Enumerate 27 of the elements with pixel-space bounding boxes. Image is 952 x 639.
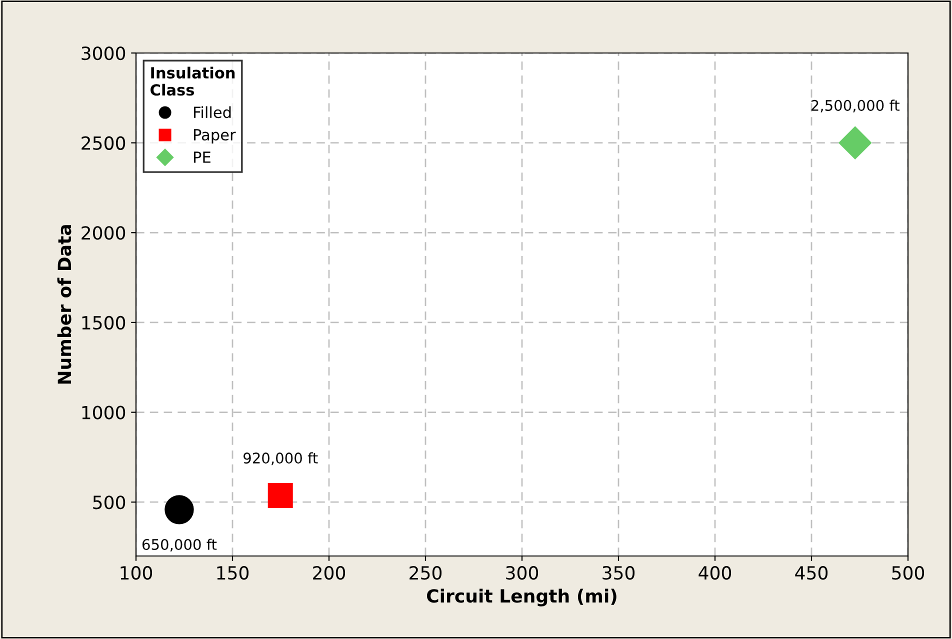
y-tick-label: 2000 xyxy=(82,226,126,240)
y-tick-label: 1000 xyxy=(82,406,126,420)
y-tick-label: 3000 xyxy=(82,46,126,60)
point xyxy=(164,495,194,524)
x-tick-label: 450 xyxy=(795,566,828,580)
x-tick-label: 150 xyxy=(217,566,249,580)
x-tick-label: 500 xyxy=(892,566,924,580)
annotation: 650,000 ft xyxy=(142,538,217,552)
annotation: 920,000 ft xyxy=(244,452,318,466)
x-tick-label: 100 xyxy=(120,566,152,580)
legend-label: Paper xyxy=(194,129,236,144)
x-tick-label: 350 xyxy=(602,566,635,580)
y-tick-label: 500 xyxy=(93,496,126,510)
legend-title: Insulation Class xyxy=(150,66,235,96)
legend-label: Filled xyxy=(194,106,231,118)
y-tick-label: 2500 xyxy=(82,136,126,150)
x-tick-label: 300 xyxy=(506,566,538,580)
x-axis-title: Circuit Length (mi) xyxy=(426,588,616,606)
point xyxy=(838,126,872,160)
y-axis-title: Number of Data xyxy=(57,225,72,384)
x-tick-label: 200 xyxy=(313,566,346,580)
annotation: 2,500,000 ft xyxy=(811,100,900,112)
y-tick-label: 1500 xyxy=(82,316,126,330)
legend-label: PE xyxy=(194,152,210,163)
point xyxy=(268,482,293,508)
x-tick-label: 400 xyxy=(698,566,732,580)
x-tick-label: 250 xyxy=(410,566,442,580)
